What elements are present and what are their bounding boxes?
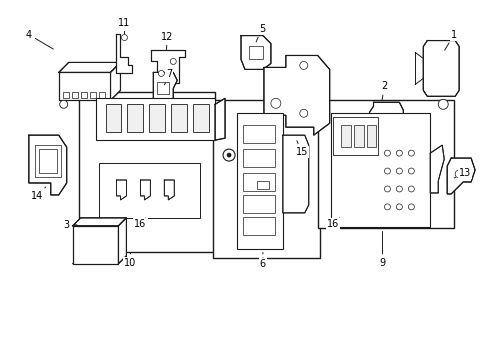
Polygon shape bbox=[447, 158, 474, 194]
Circle shape bbox=[396, 150, 402, 156]
Circle shape bbox=[60, 100, 67, 108]
Polygon shape bbox=[264, 55, 329, 135]
Polygon shape bbox=[215, 98, 224, 140]
Bar bbox=[317, 100, 453, 228]
Circle shape bbox=[226, 153, 230, 157]
Bar bbox=[127, 104, 143, 132]
Bar bbox=[99, 163, 200, 218]
Circle shape bbox=[384, 150, 389, 156]
Circle shape bbox=[223, 149, 235, 161]
Bar bbox=[193, 104, 209, 132]
Bar bbox=[366, 125, 376, 147]
Bar bbox=[237, 113, 282, 249]
Bar bbox=[171, 104, 187, 132]
Bar bbox=[243, 195, 274, 213]
Text: 12: 12 bbox=[161, 32, 173, 50]
Polygon shape bbox=[369, 102, 403, 148]
Circle shape bbox=[121, 35, 127, 41]
Circle shape bbox=[454, 170, 462, 178]
Bar bbox=[248, 45, 263, 59]
Circle shape bbox=[299, 109, 307, 117]
Circle shape bbox=[437, 99, 447, 109]
Text: 7: 7 bbox=[164, 69, 172, 85]
Circle shape bbox=[396, 186, 402, 192]
Bar bbox=[149, 104, 165, 132]
Circle shape bbox=[270, 98, 280, 108]
Circle shape bbox=[407, 204, 413, 210]
Bar bbox=[81, 92, 86, 98]
Polygon shape bbox=[116, 180, 126, 200]
Bar bbox=[79, 92, 215, 252]
Bar bbox=[256, 181, 268, 189]
Bar bbox=[243, 217, 274, 235]
Bar bbox=[35, 145, 61, 177]
Circle shape bbox=[407, 186, 413, 192]
Polygon shape bbox=[59, 72, 110, 100]
Circle shape bbox=[396, 204, 402, 210]
Bar bbox=[340, 125, 350, 147]
Polygon shape bbox=[429, 145, 443, 193]
Circle shape bbox=[299, 62, 307, 69]
Polygon shape bbox=[423, 41, 458, 96]
Text: 5: 5 bbox=[256, 24, 264, 42]
Bar bbox=[336, 121, 374, 151]
Text: 14: 14 bbox=[31, 187, 46, 201]
Circle shape bbox=[381, 120, 388, 128]
Bar bbox=[105, 104, 121, 132]
Text: 16: 16 bbox=[134, 218, 146, 229]
Text: 15: 15 bbox=[295, 141, 307, 157]
Text: 16: 16 bbox=[326, 218, 339, 229]
Polygon shape bbox=[110, 62, 120, 100]
Bar bbox=[332, 117, 378, 155]
Polygon shape bbox=[140, 180, 150, 200]
Bar bbox=[213, 100, 319, 258]
Circle shape bbox=[384, 168, 389, 174]
Polygon shape bbox=[73, 226, 118, 264]
Bar bbox=[39, 149, 57, 173]
Polygon shape bbox=[151, 50, 185, 84]
Polygon shape bbox=[116, 33, 132, 73]
Circle shape bbox=[158, 71, 164, 76]
Polygon shape bbox=[59, 62, 120, 72]
Circle shape bbox=[396, 168, 402, 174]
Polygon shape bbox=[73, 218, 126, 226]
Polygon shape bbox=[118, 218, 126, 264]
Bar bbox=[72, 92, 78, 98]
Circle shape bbox=[384, 186, 389, 192]
Text: 4: 4 bbox=[26, 30, 53, 49]
Circle shape bbox=[384, 204, 389, 210]
Bar bbox=[157, 82, 169, 94]
Bar bbox=[89, 92, 95, 98]
Bar bbox=[99, 92, 104, 98]
Text: 13: 13 bbox=[453, 168, 470, 178]
Bar bbox=[243, 149, 274, 167]
Text: 2: 2 bbox=[381, 81, 387, 100]
Polygon shape bbox=[164, 180, 174, 200]
Circle shape bbox=[407, 150, 413, 156]
Text: 8: 8 bbox=[259, 252, 265, 268]
Polygon shape bbox=[282, 135, 308, 213]
Bar bbox=[243, 173, 274, 191]
Polygon shape bbox=[241, 36, 270, 69]
Bar bbox=[243, 125, 274, 143]
Polygon shape bbox=[153, 72, 177, 104]
Bar bbox=[330, 113, 429, 227]
Text: 10: 10 bbox=[124, 253, 136, 268]
Text: 1: 1 bbox=[444, 30, 456, 50]
Text: 6: 6 bbox=[259, 258, 265, 269]
Text: 3: 3 bbox=[63, 220, 77, 230]
Bar bbox=[95, 98, 215, 140]
Text: 9: 9 bbox=[379, 231, 385, 268]
Bar bbox=[353, 125, 363, 147]
Circle shape bbox=[407, 168, 413, 174]
Circle shape bbox=[170, 58, 176, 64]
Polygon shape bbox=[29, 135, 66, 195]
Bar bbox=[62, 92, 68, 98]
Text: 11: 11 bbox=[118, 18, 130, 34]
